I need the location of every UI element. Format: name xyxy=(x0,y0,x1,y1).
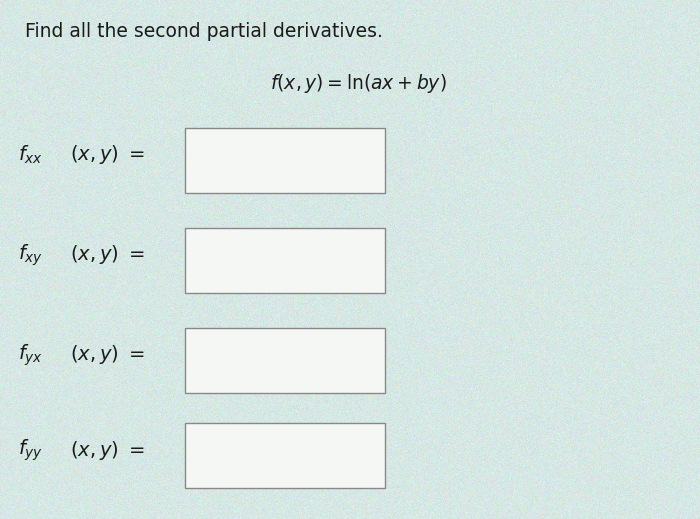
Text: $\mathit{f}_{xy}$: $\mathit{f}_{xy}$ xyxy=(18,242,43,268)
Bar xyxy=(185,228,385,293)
Text: $\mathit{f}_{yx}$: $\mathit{f}_{yx}$ xyxy=(18,342,43,368)
Bar xyxy=(185,128,385,193)
Text: $(x, y)\  =$: $(x, y)\ =$ xyxy=(70,143,145,167)
Text: $\mathit{f}(x, y) = \ln(ax + by)$: $\mathit{f}(x, y) = \ln(ax + by)$ xyxy=(270,72,447,95)
Text: $(x, y)\  =$: $(x, y)\ =$ xyxy=(70,243,145,266)
Text: $(x, y)\  =$: $(x, y)\ =$ xyxy=(70,344,145,366)
Text: $\mathit{f}_{yy}$: $\mathit{f}_{yy}$ xyxy=(18,437,43,463)
Text: $\mathit{f}_{xx}$: $\mathit{f}_{xx}$ xyxy=(18,144,43,166)
Text: Find all the second partial derivatives.: Find all the second partial derivatives. xyxy=(25,22,383,41)
Bar xyxy=(185,423,385,488)
Bar xyxy=(185,328,385,393)
Text: $(x, y)\  =$: $(x, y)\ =$ xyxy=(70,439,145,461)
